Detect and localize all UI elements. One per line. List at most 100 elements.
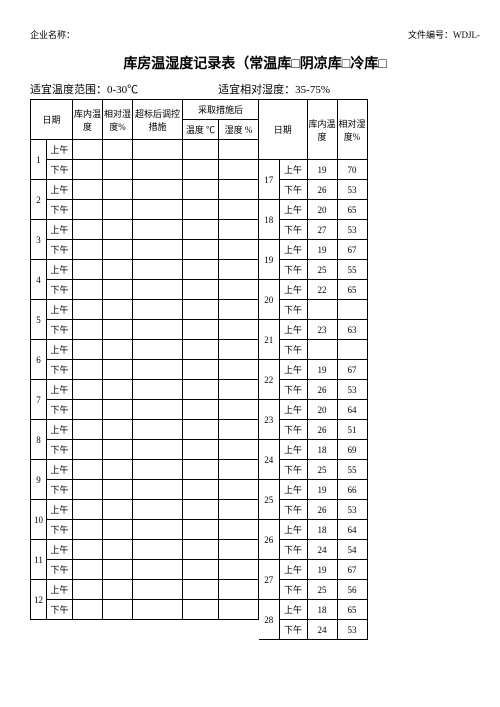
cell [183, 140, 219, 160]
pm-label: 下午 [279, 500, 307, 520]
cell [103, 460, 133, 480]
cell [133, 380, 183, 400]
cell: 54 [337, 540, 367, 560]
cell [73, 580, 103, 600]
day-cell: 27 [259, 560, 279, 600]
cell [133, 200, 183, 220]
pm-label: 下午 [47, 280, 73, 300]
cell [133, 520, 183, 540]
cell [133, 260, 183, 280]
cell [103, 260, 133, 280]
pm-label: 下午 [279, 460, 307, 480]
cell: 67 [337, 560, 367, 580]
day-cell: 25 [259, 480, 279, 520]
col-date: 日期 [31, 100, 73, 140]
cell [73, 500, 103, 520]
cell [219, 580, 259, 600]
cell [183, 280, 219, 300]
day-cell: 11 [31, 540, 47, 580]
day-cell: 5 [31, 300, 47, 340]
pm-label: 下午 [47, 360, 73, 380]
temp-range: 适宜温度范围：0-30℃ [30, 81, 138, 97]
day-cell: 21 [259, 320, 279, 360]
cell [183, 180, 219, 200]
col-indoor-temp: 库内温度 [73, 100, 103, 140]
cell: 19 [307, 360, 337, 380]
cell [73, 420, 103, 440]
cell [307, 300, 337, 320]
day-cell: 4 [31, 260, 47, 300]
cell [183, 200, 219, 220]
cell [183, 540, 219, 560]
cell [219, 600, 259, 620]
cell: 26 [307, 380, 337, 400]
cell: 18 [307, 440, 337, 460]
cell [133, 320, 183, 340]
cell: 63 [337, 320, 367, 340]
cell [183, 300, 219, 320]
left-table: 日期 库内温度 相对湿度% 超标后调控措施 采取措施后 温度 ℃ 湿度 % 1上… [30, 99, 259, 620]
cell [103, 400, 133, 420]
cell [73, 520, 103, 540]
am-label: 上午 [47, 220, 73, 240]
cell [133, 360, 183, 380]
cell: 24 [307, 540, 337, 560]
cell: 56 [337, 580, 367, 600]
cell [133, 140, 183, 160]
cell [103, 360, 133, 380]
cell: 70 [337, 160, 367, 180]
cell: 51 [337, 420, 367, 440]
cell [103, 220, 133, 240]
col-indoor-temp-r: 库内温度 [307, 100, 337, 160]
pm-label: 下午 [279, 260, 307, 280]
col-after: 采取措施后 [183, 100, 259, 120]
pm-label: 下午 [279, 180, 307, 200]
day-cell: 1 [31, 140, 47, 180]
cell: 19 [307, 560, 337, 580]
cell [219, 320, 259, 340]
cell [219, 500, 259, 520]
cell [219, 480, 259, 500]
pm-label: 下午 [47, 320, 73, 340]
day-cell: 23 [259, 400, 279, 440]
cell [183, 380, 219, 400]
day-cell: 19 [259, 240, 279, 280]
am-label: 上午 [47, 260, 73, 280]
cell [219, 460, 259, 480]
cell [219, 140, 259, 160]
cell [219, 520, 259, 540]
col-temp-c: 温度 ℃ [183, 120, 219, 140]
right-table: 日期 库内温度 相对湿度% 17上午1970下午265318上午2065下午27… [259, 99, 368, 640]
cell [73, 220, 103, 240]
cell [103, 580, 133, 600]
tables-container: 日期 库内温度 相对湿度% 超标后调控措施 采取措施后 温度 ℃ 湿度 % 1上… [30, 99, 480, 640]
cell: 67 [337, 360, 367, 380]
pm-label: 下午 [279, 300, 307, 320]
cell: 24 [307, 620, 337, 640]
am-label: 上午 [47, 540, 73, 560]
am-label: 上午 [279, 520, 307, 540]
cell [103, 180, 133, 200]
cell [183, 560, 219, 580]
cell [103, 600, 133, 620]
cell [133, 440, 183, 460]
cell: 53 [337, 180, 367, 200]
pm-label: 下午 [279, 220, 307, 240]
cell: 25 [307, 580, 337, 600]
cell: 55 [337, 260, 367, 280]
pm-label: 下午 [279, 580, 307, 600]
cell [219, 340, 259, 360]
am-label: 上午 [47, 300, 73, 320]
cell [183, 240, 219, 260]
col-humidity-pct: 湿度 % [219, 120, 259, 140]
am-label: 上午 [279, 200, 307, 220]
cell [219, 260, 259, 280]
cell [103, 280, 133, 300]
cell [183, 460, 219, 480]
day-cell: 9 [31, 460, 47, 500]
day-cell: 7 [31, 380, 47, 420]
cell: 55 [337, 460, 367, 480]
cell [133, 180, 183, 200]
cell [307, 340, 337, 360]
cell: 53 [337, 380, 367, 400]
